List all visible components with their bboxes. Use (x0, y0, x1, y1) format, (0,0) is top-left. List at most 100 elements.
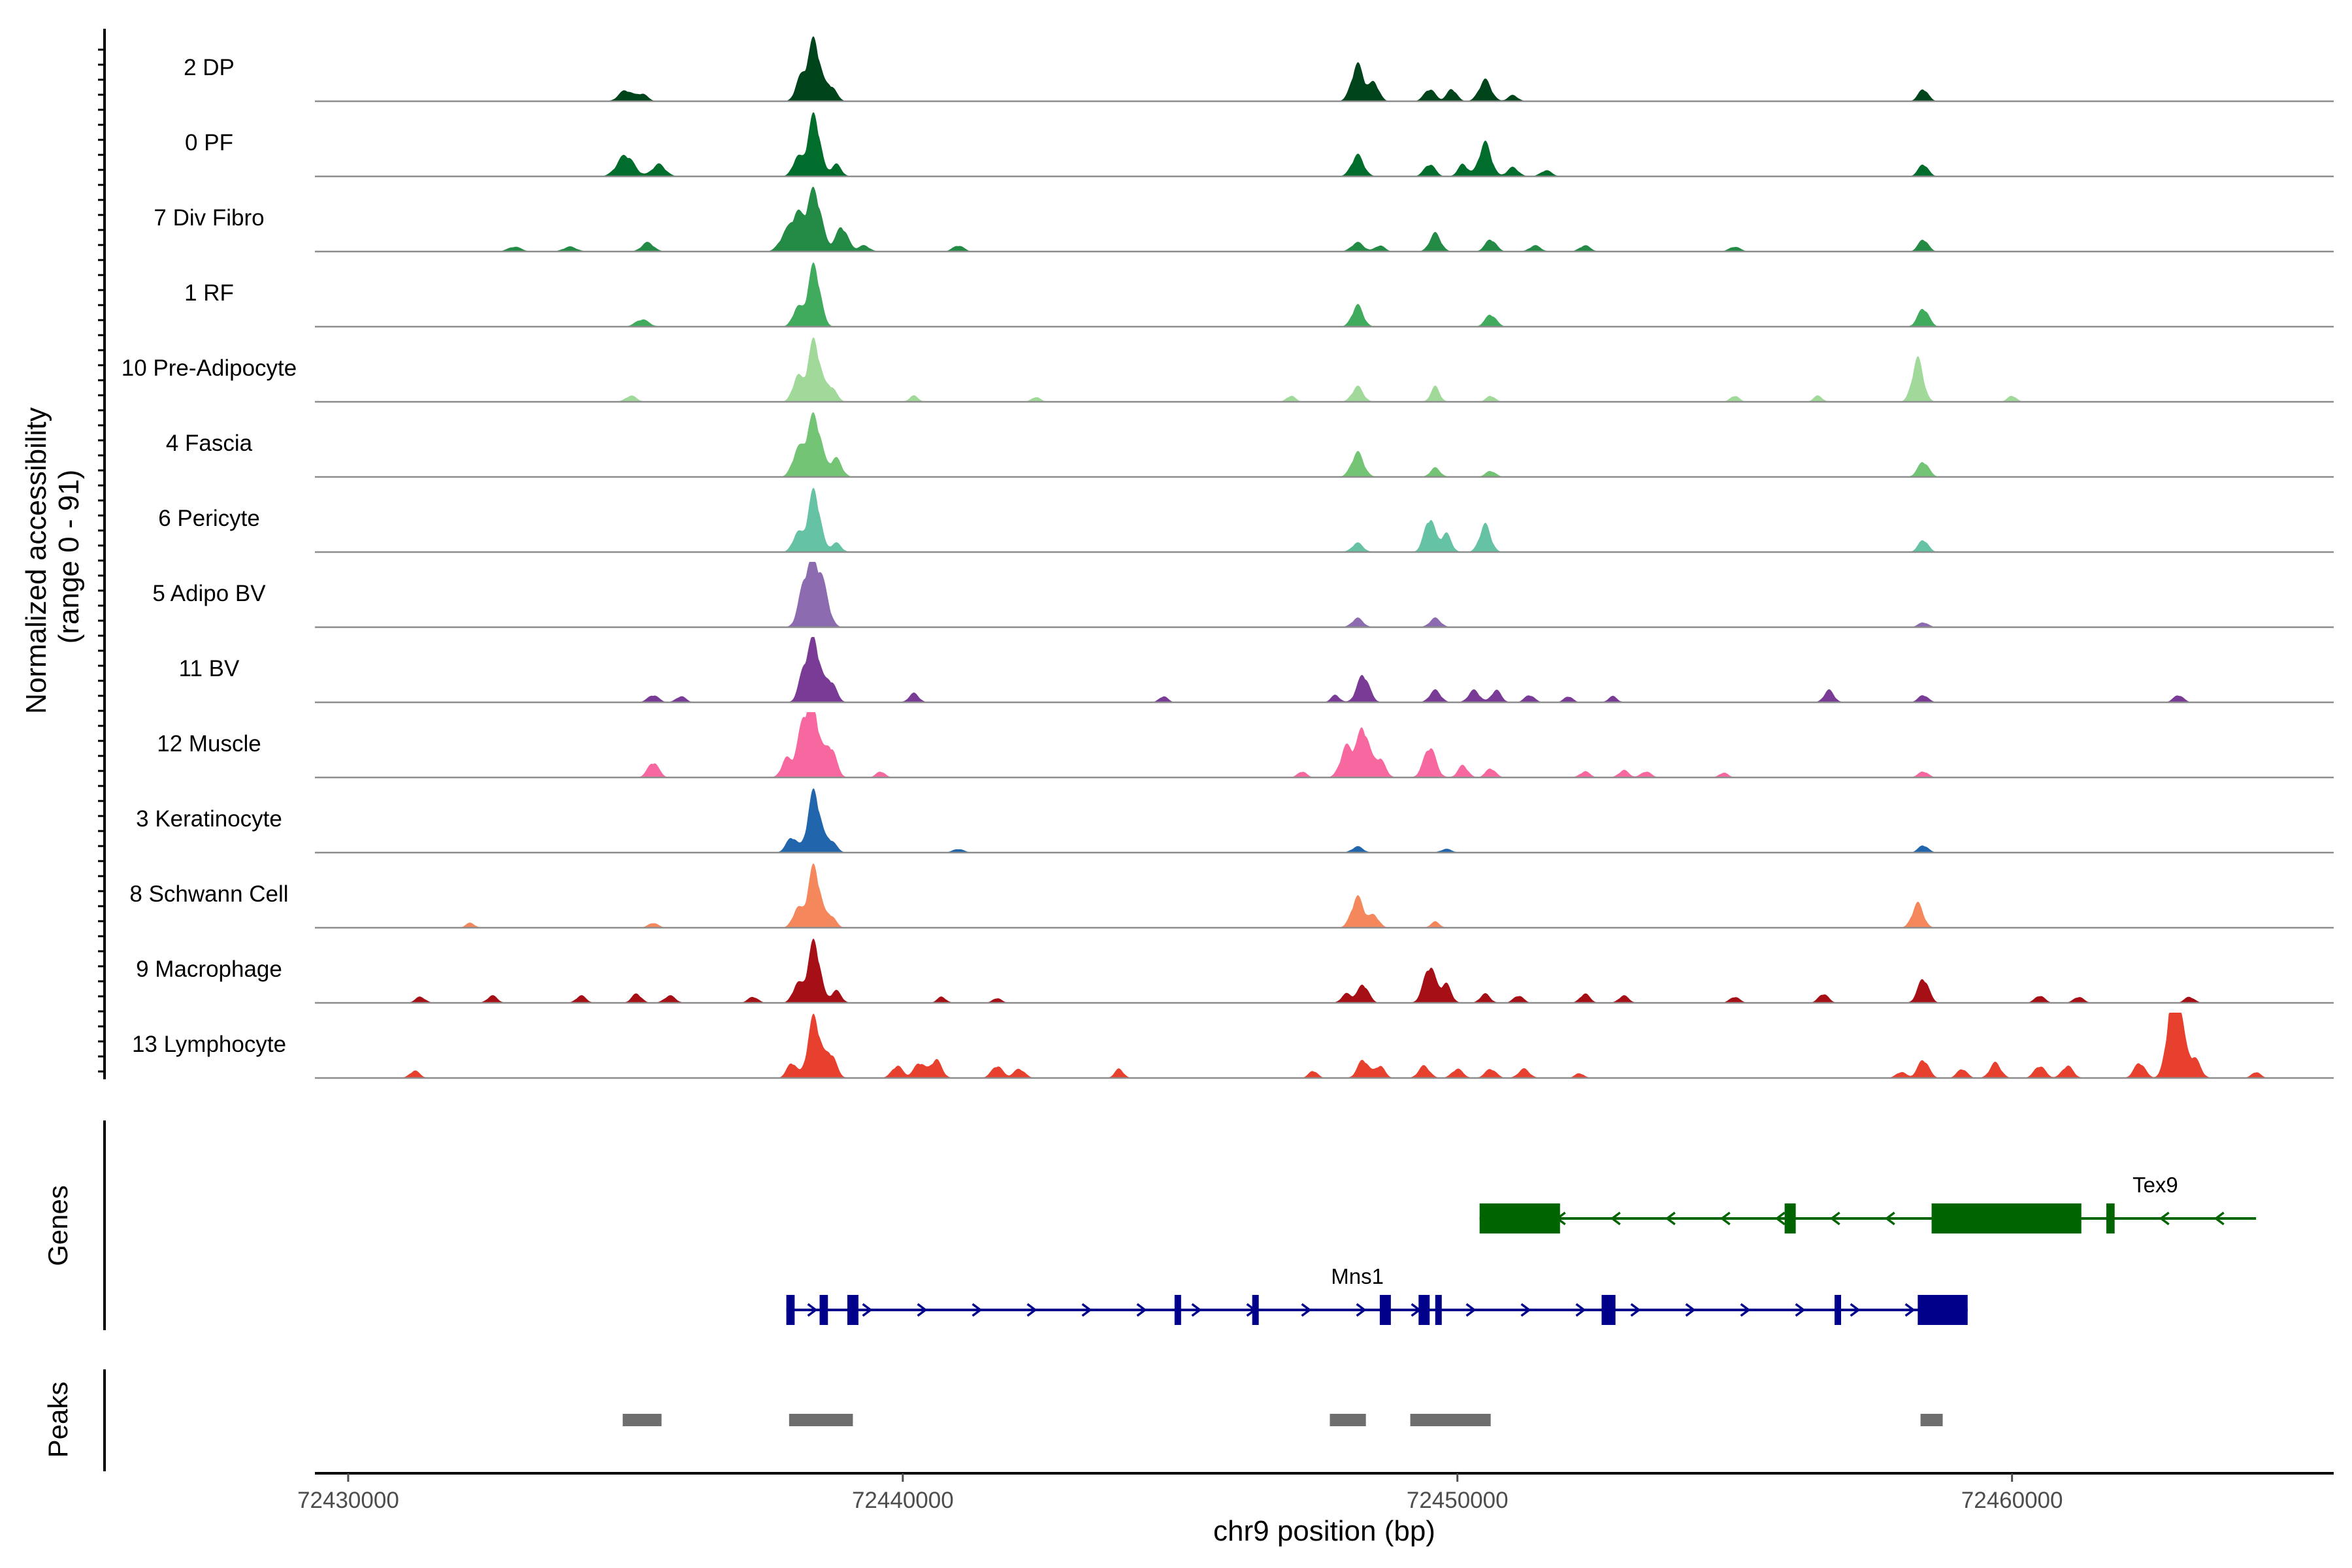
track-label: 6 Pericyte (158, 506, 260, 531)
strand-arrow (2159, 1211, 2170, 1226)
track-label: 10 Pre-Adipocyte (122, 355, 297, 381)
exon-utr (1918, 1295, 1968, 1325)
track-13-lymphocyte: 13 Lymphocyte (132, 1013, 2334, 1079)
track-label: 13 Lymphocyte (132, 1032, 286, 1057)
coverage-area (392, 36, 2273, 101)
coverage-area (392, 863, 2273, 928)
track-label: 8 Schwann Cell (129, 881, 288, 907)
x-axis: 72430000 72440000 72450000 72460000 chr9 po… (297, 1472, 2334, 1547)
peaks-panel: Peaks (42, 1369, 1943, 1471)
track-label: 11 BV (179, 656, 240, 681)
track-10-pre-adipocyte: 10 Pre-Adipocyte (122, 337, 2334, 403)
strand-arrow (862, 1303, 873, 1317)
exon-cds (847, 1295, 858, 1325)
exon-cds (2106, 1203, 2115, 1233)
accessibility-tracks: 2 DP 0 PF 7 Div Fibro 1 RF 10 Pre-Adipocyte 4… (122, 36, 2334, 1079)
track-1-rf: 1 RF (184, 262, 2334, 328)
track-label: 7 Div Fibro (154, 205, 264, 231)
exon-utr (1931, 1203, 2082, 1233)
exon-cds (1418, 1295, 1430, 1325)
gene-mns1: Mns1 (786, 1264, 1968, 1325)
coverage-area (392, 112, 2273, 176)
coverage-area (392, 562, 2273, 627)
strand-arrow (1665, 1211, 1676, 1226)
track-4-fascia: 4 Fascia (166, 412, 2334, 478)
strand-arrow (1884, 1211, 1895, 1226)
peak-regions (623, 1414, 1943, 1426)
track-2-dp: 2 DP (184, 36, 2334, 103)
strand-arrow (1301, 1303, 1312, 1317)
strand-arrow (1630, 1303, 1641, 1317)
genes-panel: Genes Tex9 Mns1 (42, 1120, 2257, 1330)
track-label: 2 DP (184, 55, 235, 80)
strand-arrow (1829, 1211, 1840, 1226)
coverage-area (392, 1013, 2273, 1078)
track-5-adipo-bv: 5 Adipo BV (152, 562, 2334, 629)
track-0-pf: 0 PF (185, 112, 2334, 178)
coverage-area (392, 412, 2273, 477)
track-label: 5 Adipo BV (152, 581, 266, 606)
track-label: 0 PF (185, 130, 233, 155)
strand-arrow (807, 1303, 818, 1317)
track-8-schwann-cell: 8 Schwann Cell (129, 863, 2334, 929)
gene-tex9: Tex9 (1479, 1173, 2257, 1233)
x-axis-ticks: 72430000 72440000 72450000 72460000 (297, 1473, 2063, 1513)
track-label: 9 Macrophage (136, 956, 282, 982)
strand-arrow (1136, 1303, 1147, 1317)
track-label: 3 Keratinocyte (136, 806, 282, 832)
exon-cds (786, 1295, 795, 1325)
strand-arrow (1026, 1303, 1037, 1317)
track-label: 4 Fascia (166, 431, 253, 456)
track-label: 1 RF (184, 280, 234, 306)
exon-cds (1174, 1295, 1181, 1325)
x-axis-label: chr9 position (bp) (1213, 1515, 1435, 1547)
gene-models: Tex9 Mns1 (786, 1173, 2257, 1325)
exon-cds (1601, 1295, 1616, 1325)
exon-cds (1435, 1295, 1442, 1325)
strand-arrow (1191, 1303, 1202, 1317)
strand-arrow (1356, 1303, 1367, 1317)
coverage-y-axis (98, 29, 106, 1079)
coverage-area (392, 262, 2273, 327)
track-label: 12 Muscle (157, 731, 261, 757)
coverage-area (392, 487, 2273, 552)
strand-arrow (1774, 1211, 1786, 1226)
track-7-div-fibro: 7 Div Fibro (154, 186, 2334, 253)
strand-arrow (1740, 1303, 1751, 1317)
gene-label: Mns1 (1331, 1264, 1384, 1288)
strand-arrow (1081, 1303, 1092, 1317)
track-6-pericyte: 6 Pericyte (158, 487, 2334, 553)
strand-arrow (1795, 1303, 1806, 1317)
track-11-bv: 11 BV (179, 637, 2334, 704)
peak-region (789, 1414, 853, 1426)
peak-region (1920, 1414, 1943, 1426)
exon-cds (1784, 1203, 1796, 1233)
exon-cds (1834, 1295, 1841, 1325)
strand-arrow (1685, 1303, 1696, 1317)
exon-cds (1252, 1295, 1259, 1325)
y-axis-label: Normalized accessibility (range 0 - 91) (20, 399, 85, 714)
strand-arrow (1720, 1211, 1731, 1226)
exon-cds (1379, 1295, 1391, 1325)
peak-region (623, 1414, 662, 1426)
coverage-area (392, 337, 2273, 402)
strand-arrow (972, 1303, 983, 1317)
genes-label: Genes (42, 1185, 73, 1266)
peak-region (1330, 1414, 1366, 1426)
strand-arrow (2213, 1211, 2225, 1226)
gene-label: Tex9 (2132, 1173, 2178, 1197)
exon-utr (1479, 1203, 1560, 1233)
exon-cds (819, 1295, 828, 1325)
track-12-muscle: 12 Muscle (157, 712, 2334, 779)
coverage-area (392, 938, 2273, 1003)
coverage-area (392, 186, 2273, 252)
peaks-label: Peaks (42, 1382, 73, 1458)
x-tick-label: 72440000 (852, 1488, 954, 1513)
coverage-area (392, 637, 2273, 702)
strand-arrow (1465, 1303, 1477, 1317)
x-tick-label: 72450000 (1407, 1488, 1509, 1513)
x-tick-label: 72460000 (1961, 1488, 2063, 1513)
x-tick-label: 72430000 (297, 1488, 399, 1513)
strand-arrow (1520, 1303, 1531, 1317)
